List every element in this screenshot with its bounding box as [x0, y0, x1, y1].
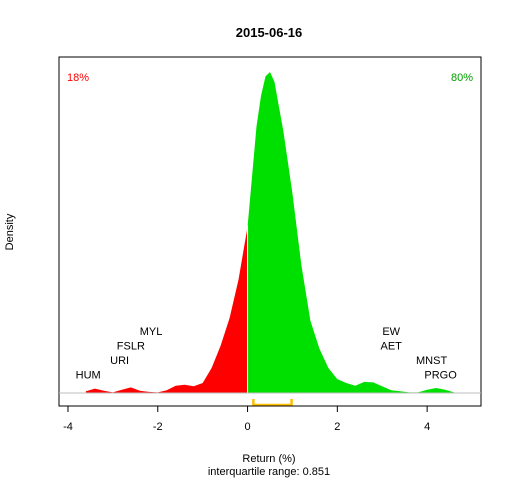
x-tick-label: -2 [153, 421, 163, 433]
x-tick-label: -4 [63, 421, 73, 433]
ticker-label: PRGO [424, 370, 457, 382]
ticker-label: AET [381, 341, 403, 353]
positive-density-area [247, 72, 455, 393]
chart-title: 2015-06-16 [236, 25, 303, 40]
x-axis-label: Return (%) [242, 453, 295, 465]
y-axis-label: Density [4, 213, 16, 250]
ticker-label: MYL [140, 326, 163, 338]
ticker-label: MNST [416, 355, 447, 367]
positive-share-label: 80% [451, 72, 473, 84]
x-tick-label: 0 [244, 421, 250, 433]
ticker-label: HUM [76, 370, 101, 382]
annotations: 18% 80% HUM URI FSLR MYL AET EW PRGO MNST [67, 72, 473, 382]
ticker-label: URI [110, 355, 129, 367]
interquartile-range-label: interquartile range: 0.851 [208, 466, 330, 478]
ticker-label: EW [382, 326, 400, 338]
plot-area [58, 56, 482, 407]
negative-density-area [85, 226, 248, 393]
x-tick-label: 2 [334, 421, 340, 433]
iqr-bracket [252, 399, 293, 407]
x-axis: -4 -2 0 2 4 [63, 405, 430, 433]
negative-share-label: 18% [67, 72, 89, 84]
x-tick-label: 4 [424, 421, 430, 433]
ticker-label: FSLR [117, 341, 145, 353]
